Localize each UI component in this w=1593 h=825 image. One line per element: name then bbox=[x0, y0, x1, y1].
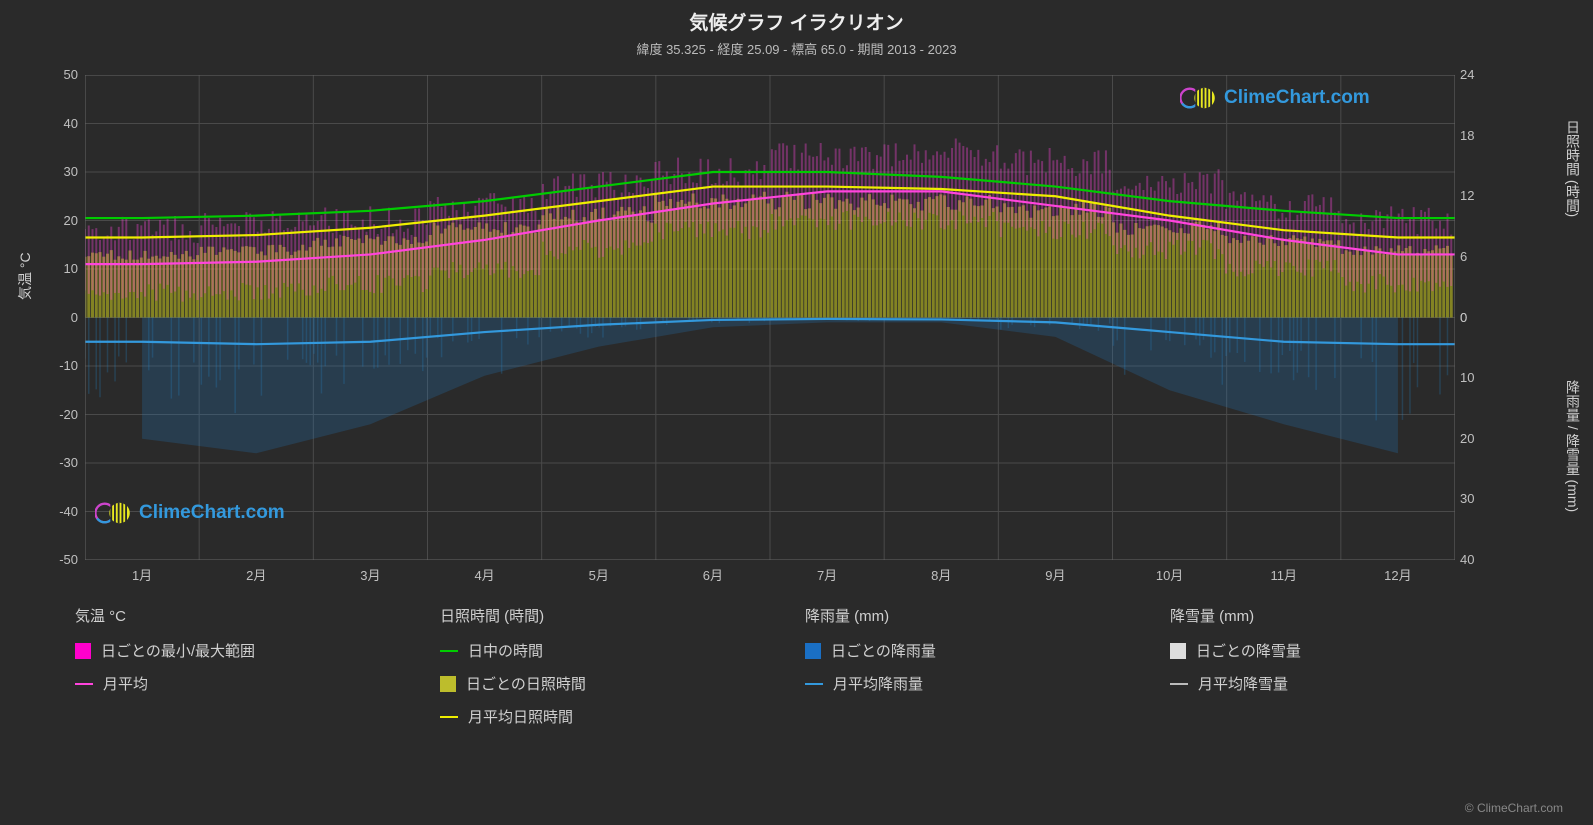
legend-header: 気温 °C bbox=[75, 605, 420, 626]
y-tick-right-top: 18 bbox=[1460, 128, 1474, 143]
legend: 気温 °C 日ごとの最小/最大範囲月平均 日照時間 (時間) 日中の時間日ごとの日照時… bbox=[75, 605, 1515, 739]
chart-title: 気候グラフ イラクリオン bbox=[0, 8, 1593, 35]
watermark: ClimeChart.com bbox=[1180, 85, 1370, 111]
legend-column: 降雨量 (mm) 日ごとの降雨量月平均降雨量 bbox=[805, 605, 1150, 739]
chart-svg bbox=[85, 75, 1455, 560]
x-tick: 3月 bbox=[350, 565, 390, 584]
y-tick-right-bottom: 30 bbox=[1460, 491, 1474, 506]
legend-line-icon bbox=[805, 683, 823, 685]
y-tick-left: -30 bbox=[18, 455, 78, 470]
watermark-text: ClimeChart.com bbox=[1224, 87, 1370, 109]
legend-label: 日ごとの降雪量 bbox=[1196, 640, 1301, 661]
x-tick: 4月 bbox=[465, 565, 505, 584]
y-tick-left: -20 bbox=[18, 407, 78, 422]
legend-swatch-icon bbox=[805, 643, 821, 659]
legend-line-icon bbox=[1170, 683, 1188, 685]
watermark: ClimeChart.com bbox=[95, 500, 285, 526]
y-tick-right-top: 6 bbox=[1460, 249, 1467, 264]
legend-label: 日ごとの日照時間 bbox=[466, 673, 586, 694]
x-tick: 2月 bbox=[236, 565, 276, 584]
y-tick-left: 50 bbox=[18, 67, 78, 82]
legend-swatch-icon bbox=[440, 676, 456, 692]
legend-item: 月平均降雪量 bbox=[1170, 673, 1515, 694]
climechart-logo-icon bbox=[1180, 85, 1218, 111]
climechart-logo-icon bbox=[95, 500, 133, 526]
x-tick: 9月 bbox=[1035, 565, 1075, 584]
legend-item: 月平均日照時間 bbox=[440, 706, 785, 727]
legend-label: 月平均降雪量 bbox=[1198, 673, 1288, 694]
legend-item: 月平均降雨量 bbox=[805, 673, 1150, 694]
x-tick: 12月 bbox=[1378, 565, 1418, 584]
legend-line-icon bbox=[75, 683, 93, 685]
legend-item: 日ごとの降雨量 bbox=[805, 640, 1150, 661]
legend-line-icon bbox=[440, 716, 458, 718]
y-tick-right-bottom: 40 bbox=[1460, 552, 1474, 567]
legend-item: 日ごとの日照時間 bbox=[440, 673, 785, 694]
y-tick-left: 20 bbox=[18, 213, 78, 228]
legend-item: 月平均 bbox=[75, 673, 420, 694]
legend-swatch-icon bbox=[75, 643, 91, 659]
legend-label: 月平均降雨量 bbox=[833, 673, 923, 694]
y-tick-right-bottom: 0 bbox=[1460, 310, 1467, 325]
chart-subtitle: 緯度 35.325 - 経度 25.09 - 標高 65.0 - 期間 2013… bbox=[0, 39, 1593, 58]
legend-label: 月平均日照時間 bbox=[468, 706, 573, 727]
legend-item: 日ごとの最小/最大範囲 bbox=[75, 640, 420, 661]
x-tick: 10月 bbox=[1150, 565, 1190, 584]
legend-item: 日中の時間 bbox=[440, 640, 785, 661]
title-area: 気候グラフ イラクリオン 緯度 35.325 - 経度 25.09 - 標高 6… bbox=[0, 0, 1593, 58]
x-tick: 5月 bbox=[579, 565, 619, 584]
legend-header: 日照時間 (時間) bbox=[440, 605, 785, 626]
chart-plot-area bbox=[85, 75, 1455, 560]
legend-header: 降雪量 (mm) bbox=[1170, 605, 1515, 626]
x-tick: 11月 bbox=[1264, 565, 1304, 584]
y-tick-right-bottom: 10 bbox=[1460, 370, 1474, 385]
legend-label: 月平均 bbox=[103, 673, 148, 694]
y-tick-left: -50 bbox=[18, 552, 78, 567]
y-tick-left: 0 bbox=[18, 310, 78, 325]
y-tick-right-top: 24 bbox=[1460, 67, 1474, 82]
legend-column: 降雪量 (mm) 日ごとの降雪量月平均降雪量 bbox=[1170, 605, 1515, 739]
y-axis-right-bottom-label: 降雨量 / 降雪量 (mm) bbox=[1563, 380, 1583, 512]
x-tick: 6月 bbox=[693, 565, 733, 584]
y-tick-left: 30 bbox=[18, 164, 78, 179]
legend-line-icon bbox=[440, 650, 458, 652]
y-tick-left: -10 bbox=[18, 358, 78, 373]
legend-column: 日照時間 (時間) 日中の時間日ごとの日照時間月平均日照時間 bbox=[440, 605, 785, 739]
legend-label: 日ごとの降雨量 bbox=[831, 640, 936, 661]
x-tick: 7月 bbox=[807, 565, 847, 584]
copyright-text: © ClimeChart.com bbox=[1465, 801, 1563, 815]
y-axis-right-top-label: 日照時間 (時間) bbox=[1563, 120, 1583, 217]
legend-item: 日ごとの降雪量 bbox=[1170, 640, 1515, 661]
legend-header: 降雨量 (mm) bbox=[805, 605, 1150, 626]
y-axis-left-label: 気温 °C bbox=[15, 252, 35, 300]
y-tick-left: -40 bbox=[18, 504, 78, 519]
legend-label: 日ごとの最小/最大範囲 bbox=[101, 640, 255, 661]
legend-swatch-icon bbox=[1170, 643, 1186, 659]
y-tick-left: 10 bbox=[18, 261, 78, 276]
y-tick-right-top: 12 bbox=[1460, 188, 1474, 203]
watermark-text: ClimeChart.com bbox=[139, 502, 285, 524]
x-tick: 8月 bbox=[921, 565, 961, 584]
x-tick: 1月 bbox=[122, 565, 162, 584]
legend-column: 気温 °C 日ごとの最小/最大範囲月平均 bbox=[75, 605, 420, 739]
y-tick-right-bottom: 20 bbox=[1460, 431, 1474, 446]
legend-label: 日中の時間 bbox=[468, 640, 543, 661]
y-tick-left: 40 bbox=[18, 116, 78, 131]
